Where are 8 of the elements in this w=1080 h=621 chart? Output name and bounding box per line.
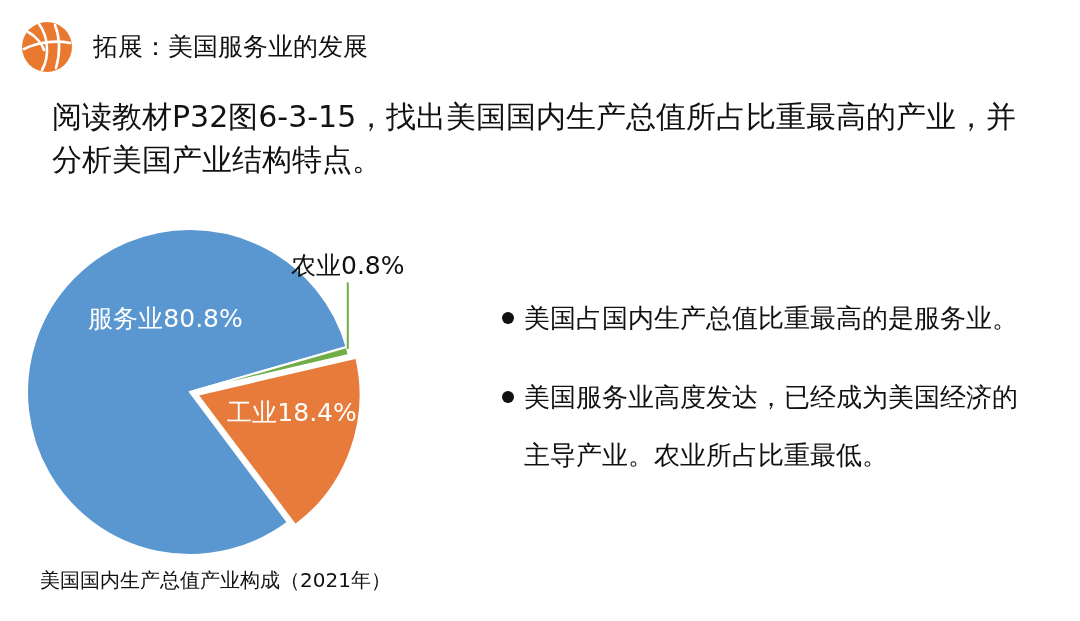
slice-label: 工业18.4% [227, 397, 357, 427]
slice-label: 服务业80.8% [88, 303, 243, 333]
text: 美国国内生产总值产业构成（2021年） [40, 567, 391, 594]
chart-title: 拓展：美国服务业的发展 [93, 31, 368, 63]
text: 美国服务业高度发达，已经成为美国经济的主导产业。农业所占比重最低。 [524, 382, 1018, 470]
slice-label: 农业0.8% [291, 251, 405, 281]
text: 阅读教材P32图6-3-15，找出美国国内生产总值所占比重最高的产业，并分析美国产业结构特点。 [52, 98, 1018, 179]
text: 美国占国内生产总值比重最高的是服务业。 [524, 303, 1018, 333]
